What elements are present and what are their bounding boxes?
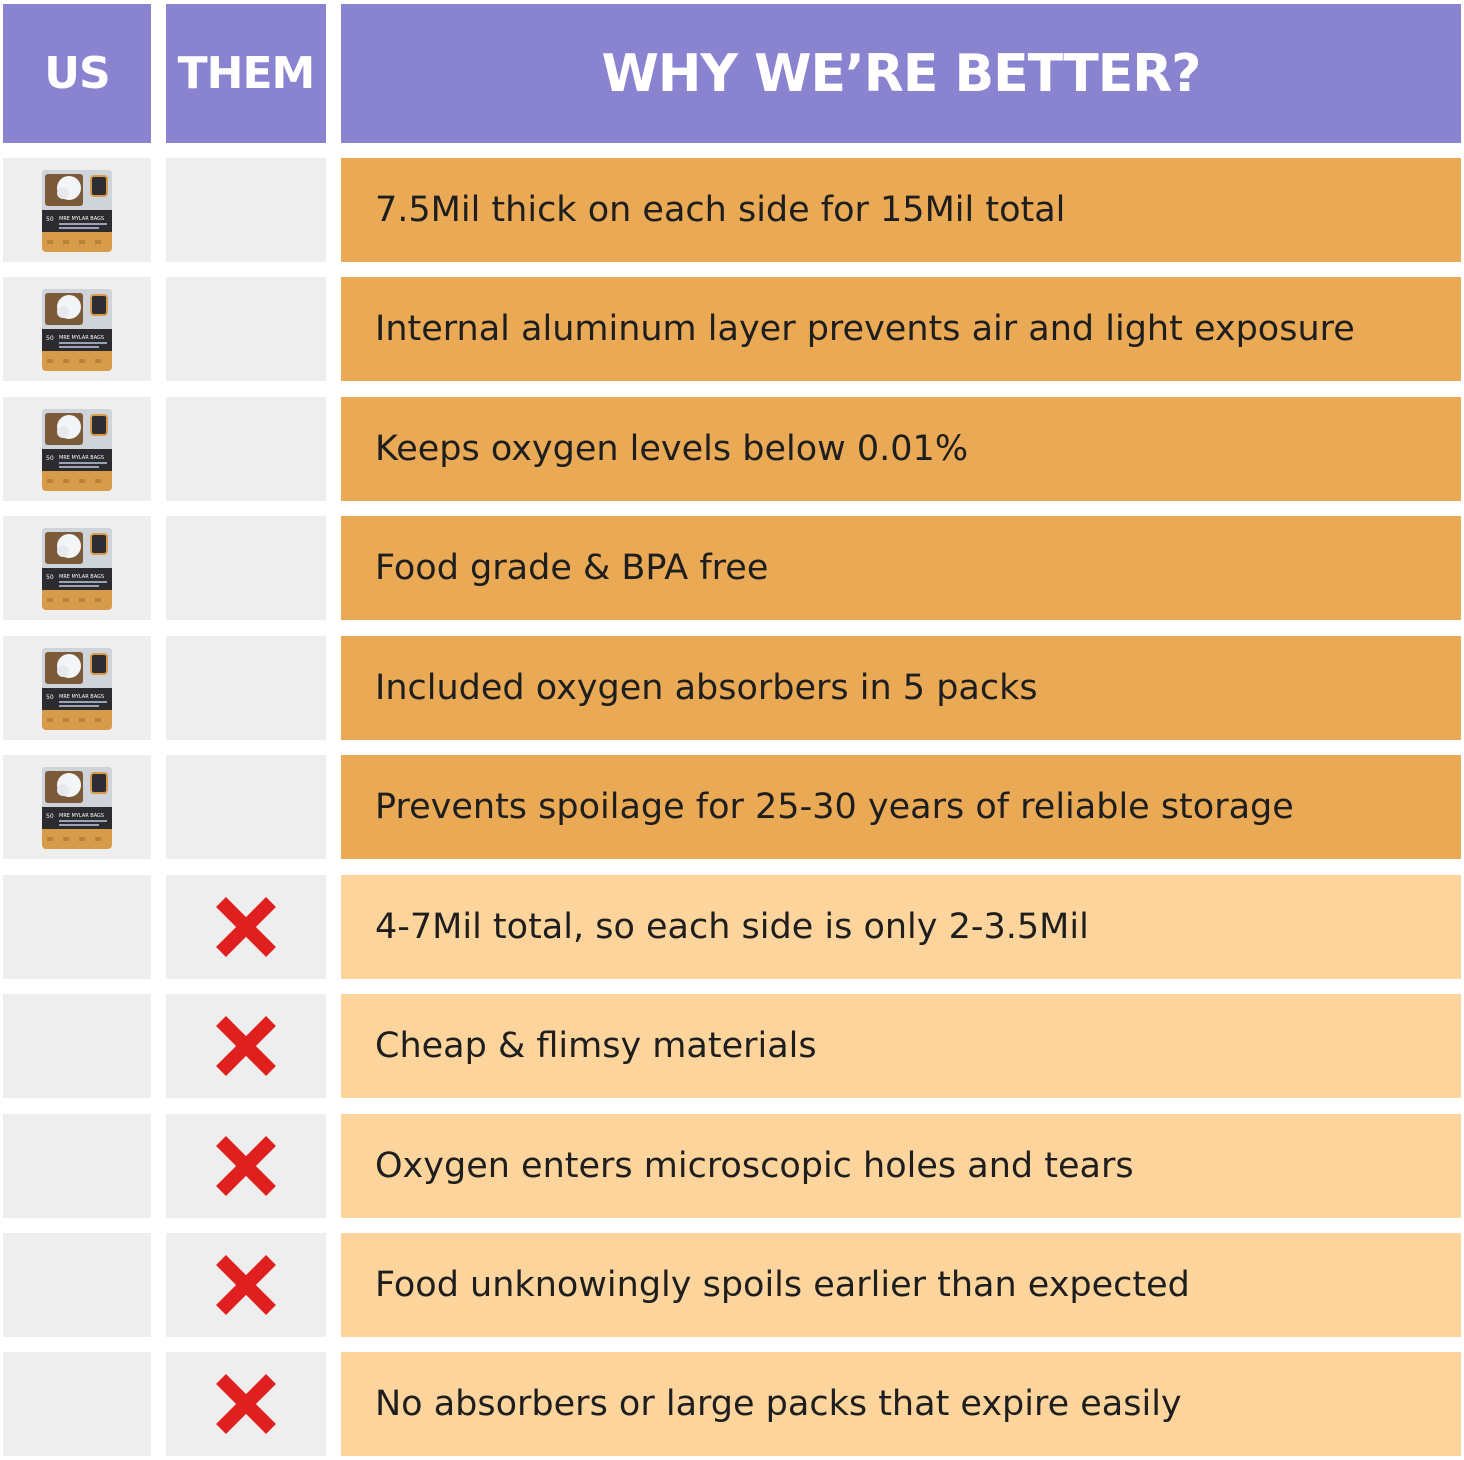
red-x-icon bbox=[216, 1136, 276, 1196]
them-feature-text: Food unknowingly spoils earlier than exp… bbox=[341, 1233, 1461, 1337]
red-x-icon bbox=[216, 1016, 276, 1076]
them-cross-cell bbox=[166, 875, 326, 979]
us-feature-text: 7.5Mil thick on each side for 15Mil tota… bbox=[341, 158, 1461, 262]
them-cross-cell bbox=[166, 1233, 326, 1337]
header-us: US bbox=[3, 4, 151, 143]
svg-text:MRE MYLAR BAGS: MRE MYLAR BAGS bbox=[59, 694, 104, 700]
us-feature-text: Keeps oxygen levels below 0.01% bbox=[341, 397, 1461, 501]
us-feature-row: 50 MRE MYLAR BAGS Food grade & BPA free bbox=[0, 516, 1464, 620]
us-feature-row: 50 MRE MYLAR BAGS 7.5Mil thick on each s… bbox=[0, 158, 1464, 262]
them-feature-row: 4-7Mil total, so each side is only 2-3.5… bbox=[0, 875, 1464, 979]
us-feature-text: Internal aluminum layer prevents air and… bbox=[341, 277, 1461, 381]
svg-text:MRE MYLAR BAGS: MRE MYLAR BAGS bbox=[59, 574, 104, 580]
them-empty-cell bbox=[166, 397, 326, 501]
them-cross-cell bbox=[166, 1352, 326, 1456]
us-feature-text: Food grade & BPA free bbox=[341, 516, 1461, 620]
them-cross-cell bbox=[166, 994, 326, 1098]
us-empty-cell bbox=[3, 1352, 151, 1456]
them-feature-row: Oxygen enters microscopic holes and tear… bbox=[0, 1114, 1464, 1218]
us-check-cell: 50 MRE MYLAR BAGS bbox=[3, 277, 151, 381]
them-feature-text: 4-7Mil total, so each side is only 2-3.5… bbox=[341, 875, 1461, 979]
svg-text:50: 50 bbox=[46, 813, 54, 820]
header-why-better: WHY WE’RE BETTER? bbox=[341, 4, 1461, 143]
them-empty-cell bbox=[166, 158, 326, 262]
svg-text:50: 50 bbox=[46, 216, 54, 223]
svg-text:50: 50 bbox=[46, 574, 54, 581]
them-feature-row: Food unknowingly spoils earlier than exp… bbox=[0, 1233, 1464, 1337]
us-check-cell: 50 MRE MYLAR BAGS bbox=[3, 516, 151, 620]
product-bag-icon: 50 MRE MYLAR BAGS bbox=[42, 170, 112, 252]
us-feature-row: 50 MRE MYLAR BAGS Included oxygen absorb… bbox=[0, 636, 1464, 740]
us-empty-cell bbox=[3, 1114, 151, 1218]
product-bag-icon: 50 MRE MYLAR BAGS bbox=[42, 767, 112, 849]
svg-text:MRE MYLAR BAGS: MRE MYLAR BAGS bbox=[59, 216, 104, 222]
red-x-icon bbox=[216, 1255, 276, 1315]
svg-text:MRE MYLAR BAGS: MRE MYLAR BAGS bbox=[59, 455, 104, 461]
red-x-icon bbox=[216, 1374, 276, 1434]
us-feature-row: 50 MRE MYLAR BAGS Keeps oxygen levels be… bbox=[0, 397, 1464, 501]
them-feature-row: No absorbers or large packs that expire … bbox=[0, 1352, 1464, 1456]
them-empty-cell bbox=[166, 516, 326, 620]
them-empty-cell bbox=[166, 636, 326, 740]
them-feature-text: Cheap & flimsy materials bbox=[341, 994, 1461, 1098]
us-check-cell: 50 MRE MYLAR BAGS bbox=[3, 755, 151, 859]
us-check-cell: 50 MRE MYLAR BAGS bbox=[3, 158, 151, 262]
them-feature-text: Oxygen enters microscopic holes and tear… bbox=[341, 1114, 1461, 1218]
svg-text:MRE MYLAR BAGS: MRE MYLAR BAGS bbox=[59, 335, 104, 341]
us-empty-cell bbox=[3, 994, 151, 1098]
product-bag-icon: 50 MRE MYLAR BAGS bbox=[42, 648, 112, 730]
us-check-cell: 50 MRE MYLAR BAGS bbox=[3, 397, 151, 501]
them-empty-cell bbox=[166, 755, 326, 859]
svg-text:50: 50 bbox=[46, 694, 54, 701]
us-check-cell: 50 MRE MYLAR BAGS bbox=[3, 636, 151, 740]
us-empty-cell bbox=[3, 875, 151, 979]
us-feature-row: 50 MRE MYLAR BAGS Prevents spoilage for … bbox=[0, 755, 1464, 859]
us-feature-text: Prevents spoilage for 25-30 years of rel… bbox=[341, 755, 1461, 859]
us-empty-cell bbox=[3, 1233, 151, 1337]
red-x-icon bbox=[216, 897, 276, 957]
svg-text:50: 50 bbox=[46, 335, 54, 342]
product-bag-icon: 50 MRE MYLAR BAGS bbox=[42, 409, 112, 491]
product-bag-icon: 50 MRE MYLAR BAGS bbox=[42, 528, 112, 610]
them-feature-text: No absorbers or large packs that expire … bbox=[341, 1352, 1461, 1456]
them-feature-row: Cheap & flimsy materials bbox=[0, 994, 1464, 1098]
us-feature-row: 50 MRE MYLAR BAGS Internal aluminum laye… bbox=[0, 277, 1464, 381]
us-feature-text: Included oxygen absorbers in 5 packs bbox=[341, 636, 1461, 740]
header-them: THEM bbox=[166, 4, 326, 143]
them-empty-cell bbox=[166, 277, 326, 381]
them-cross-cell bbox=[166, 1114, 326, 1218]
svg-text:MRE MYLAR BAGS: MRE MYLAR BAGS bbox=[59, 813, 104, 819]
product-bag-icon: 50 MRE MYLAR BAGS bbox=[42, 289, 112, 371]
svg-text:50: 50 bbox=[46, 455, 54, 462]
